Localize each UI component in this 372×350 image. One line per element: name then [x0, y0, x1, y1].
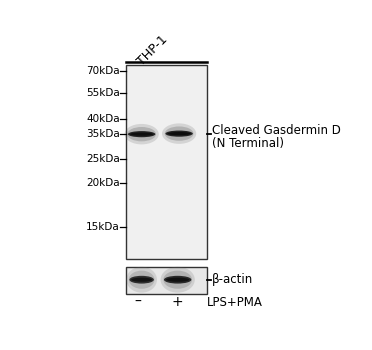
- Text: 40kDa: 40kDa: [86, 114, 120, 124]
- Text: LPS+PMA: LPS+PMA: [206, 295, 262, 309]
- Ellipse shape: [166, 131, 193, 137]
- Text: 25kDa: 25kDa: [86, 154, 120, 164]
- Text: 55kDa: 55kDa: [86, 88, 120, 98]
- Ellipse shape: [131, 278, 152, 282]
- Text: +: +: [172, 295, 183, 309]
- Ellipse shape: [128, 131, 155, 137]
- Text: Cleaved Gasdermin D: Cleaved Gasdermin D: [212, 125, 341, 138]
- Ellipse shape: [165, 126, 193, 141]
- Ellipse shape: [125, 124, 159, 145]
- Ellipse shape: [129, 271, 154, 289]
- Text: THP-1: THP-1: [135, 33, 170, 68]
- Bar: [126, 65, 206, 259]
- Text: –: –: [134, 295, 141, 309]
- Text: 35kDa: 35kDa: [86, 129, 120, 139]
- Ellipse shape: [127, 127, 156, 141]
- Text: 15kDa: 15kDa: [86, 222, 120, 232]
- Text: 20kDa: 20kDa: [86, 178, 120, 188]
- Ellipse shape: [129, 276, 154, 284]
- Text: 70kDa: 70kDa: [86, 66, 120, 76]
- Ellipse shape: [163, 271, 192, 289]
- Text: β-actin: β-actin: [212, 273, 254, 286]
- Ellipse shape: [164, 276, 191, 284]
- Ellipse shape: [126, 267, 157, 293]
- Ellipse shape: [167, 132, 191, 135]
- Ellipse shape: [166, 278, 189, 282]
- Ellipse shape: [130, 133, 153, 136]
- Text: (N Terminal): (N Terminal): [212, 136, 284, 149]
- Ellipse shape: [161, 267, 195, 293]
- Bar: [126, 267, 206, 294]
- Ellipse shape: [162, 124, 196, 144]
